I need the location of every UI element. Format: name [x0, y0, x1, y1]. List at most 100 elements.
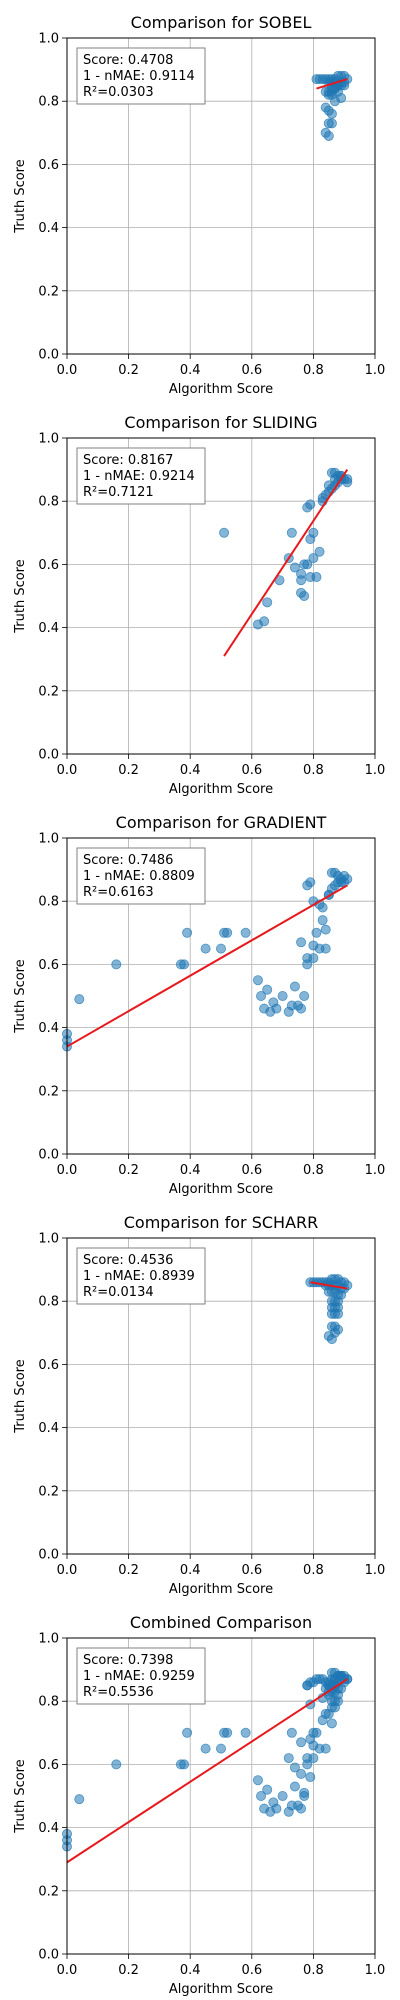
plot-frame	[66, 1637, 376, 1955]
data-point	[323, 1708, 334, 1719]
regression-line	[316, 78, 348, 90]
x-tick-label: 0.2	[118, 1563, 139, 1578]
y-tick-label: 0.6	[38, 958, 59, 973]
stats-line: R²=0.0134	[83, 1285, 154, 1300]
x-tick-label: 0.0	[57, 763, 78, 778]
y-tick-label: 0.0	[38, 1948, 59, 1963]
chart-title: Comparison for SLIDING	[124, 413, 317, 432]
y-axis-label: Truth Score	[13, 559, 28, 634]
x-tick-label: 0.4	[180, 763, 201, 778]
data-point	[323, 130, 334, 141]
data-point	[182, 927, 193, 938]
data-point	[299, 1787, 310, 1798]
stats-line: R²=0.7121	[83, 485, 154, 500]
y-tick-label: 0.6	[38, 558, 59, 573]
data-point	[179, 959, 190, 970]
data-point	[219, 527, 230, 538]
x-tick-label: 0.6	[241, 363, 262, 378]
stats-line: Score: 0.7398	[83, 1653, 173, 1668]
data-point	[289, 1762, 300, 1773]
y-tick-label: 0.0	[38, 348, 59, 363]
x-tick-label: 0.8	[303, 1563, 324, 1578]
plot-frame	[66, 837, 376, 1155]
x-tick-label: 0.6	[241, 1963, 262, 1978]
y-tick-label: 0.6	[38, 1758, 59, 1773]
regression-line	[223, 469, 349, 657]
stats-line: 1 - nMAE: 0.8809	[83, 869, 195, 884]
data-point	[320, 1743, 331, 1754]
data-point	[252, 975, 263, 986]
x-tick-label: 0.2	[118, 1163, 139, 1178]
y-axis-label: Truth Score	[13, 959, 28, 1034]
data-point	[320, 943, 331, 954]
y-tick-label: 0.4	[38, 1421, 59, 1436]
data-point	[240, 1727, 251, 1738]
y-axis-label: Truth Score	[13, 1359, 28, 1434]
plot-frame	[66, 437, 376, 755]
data-point	[252, 1775, 263, 1786]
data-point	[296, 1737, 307, 1748]
y-tick-label: 0.6	[38, 158, 59, 173]
x-tick-label: 0.6	[241, 1563, 262, 1578]
stats-box	[76, 1647, 206, 1705]
data-point	[271, 1803, 282, 1814]
stats-line: Score: 0.4536	[83, 1253, 173, 1268]
data-point	[179, 1759, 190, 1770]
data-point	[259, 616, 270, 627]
stats-line: R²=0.5536	[83, 1685, 154, 1700]
y-tick-label: 0.2	[38, 1884, 59, 1899]
y-tick-label: 1.0	[38, 32, 59, 47]
data-point	[262, 984, 273, 995]
data-point	[326, 1718, 337, 1729]
data-point	[289, 981, 300, 992]
stats-line: Score: 0.7486	[83, 853, 173, 868]
stats-box	[76, 847, 206, 905]
data-point	[296, 1768, 307, 1779]
data-point	[317, 902, 328, 913]
data-point	[302, 1680, 313, 1691]
y-tick-label: 0.2	[38, 1484, 59, 1499]
data-point	[215, 943, 226, 954]
data-point	[326, 1334, 337, 1345]
x-tick-label: 1.0	[365, 1163, 386, 1178]
x-tick-label: 0.4	[180, 1563, 201, 1578]
data-point	[200, 943, 211, 954]
data-point	[111, 959, 122, 970]
y-tick-label: 0.8	[38, 1295, 59, 1310]
x-tick-label: 0.8	[303, 1963, 324, 1978]
x-tick-label: 1.0	[365, 363, 386, 378]
data-point	[305, 534, 316, 545]
y-tick-label: 1.0	[38, 432, 59, 447]
data-point	[311, 572, 322, 583]
data-point	[286, 527, 297, 538]
chart-title: Comparison for SCHARR	[124, 1213, 319, 1232]
data-point	[277, 990, 288, 1001]
x-axis-label: Algorithm Score	[169, 1982, 273, 1997]
data-point	[308, 553, 319, 564]
x-tick-label: 0.4	[180, 1963, 201, 1978]
data-point	[320, 924, 331, 935]
data-point	[296, 937, 307, 948]
data-point	[305, 877, 316, 888]
stats-box	[76, 447, 206, 505]
y-tick-label: 0.6	[38, 1358, 59, 1373]
data-point	[271, 1003, 282, 1014]
data-point	[305, 499, 316, 510]
data-point	[286, 1727, 297, 1738]
data-point	[323, 480, 334, 491]
y-tick-label: 0.8	[38, 495, 59, 510]
chart-title: Comparison for SOBEL	[131, 13, 312, 32]
y-axis-label: Truth Score	[13, 1759, 28, 1834]
y-tick-label: 1.0	[38, 1632, 59, 1647]
data-point	[111, 1759, 122, 1770]
y-tick-label: 0.8	[38, 95, 59, 110]
x-tick-label: 0.0	[57, 363, 78, 378]
chart-panel: Combined Comparison 0.0 0.2 0.4 0.6 0.8 1.0 0.0…	[13, 1613, 385, 1997]
x-tick-label: 0.0	[57, 1563, 78, 1578]
x-tick-label: 1.0	[365, 1963, 386, 1978]
stats-box	[76, 47, 206, 105]
data-point	[74, 1794, 85, 1805]
regression-line	[66, 1678, 348, 1864]
x-tick-label: 0.2	[118, 363, 139, 378]
